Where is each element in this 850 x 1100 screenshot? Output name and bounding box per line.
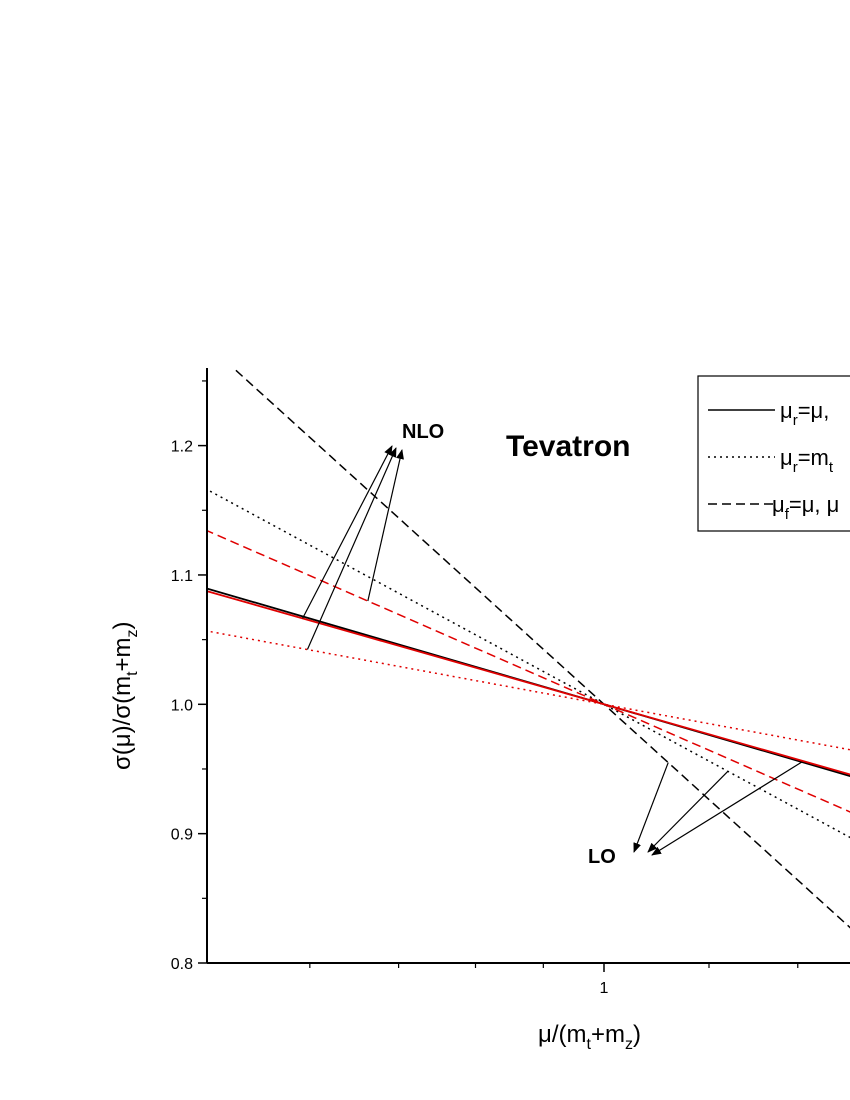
series-layer [207, 368, 850, 929]
y-tick-label: 0.9 [171, 827, 193, 844]
y-tick-label: 0.8 [171, 956, 193, 973]
nlo-arrow [306, 447, 397, 650]
series-nlo-dotted-line [207, 630, 850, 751]
y-tick-label: 1.1 [171, 568, 193, 585]
lo-arrow [647, 770, 729, 853]
tick-layer: 0.8 0.9 1.0 1.1 1.2 1 [171, 380, 799, 997]
x-tick-label: 1 [600, 980, 609, 997]
legend-label-1: μr=μ, [780, 398, 829, 429]
series-lo-dotted-line [207, 488, 850, 839]
x-axis-title: μ/(mt+mz) [538, 1021, 641, 1053]
legend-box [697, 375, 850, 532]
series-lo-solid-line [207, 587, 850, 777]
y-axis-title: σ(μ)/σ(mt+mz) [109, 621, 141, 770]
nlo-arrow [367, 449, 404, 602]
y-tick-label: 1.0 [171, 697, 193, 714]
lo-arrow [633, 762, 669, 853]
annotation-nlo: NLO [402, 421, 444, 443]
nlo-arrow [302, 445, 393, 619]
series-nlo-dashed-line [207, 529, 850, 813]
legend: μr=μ, μr=mt μf=μ, μ [697, 375, 850, 532]
series-nlo-solid-line [207, 590, 850, 776]
legend-label-3: μf=μ, μ [772, 492, 839, 523]
y-tick-label: 1.2 [171, 439, 193, 456]
annotation-lo: LO [588, 846, 616, 868]
annotation-arrows [302, 445, 803, 856]
lo-arrow [651, 761, 803, 856]
legend-label-2: μr=mt [780, 445, 834, 476]
chart-title: Tevatron [506, 430, 630, 463]
